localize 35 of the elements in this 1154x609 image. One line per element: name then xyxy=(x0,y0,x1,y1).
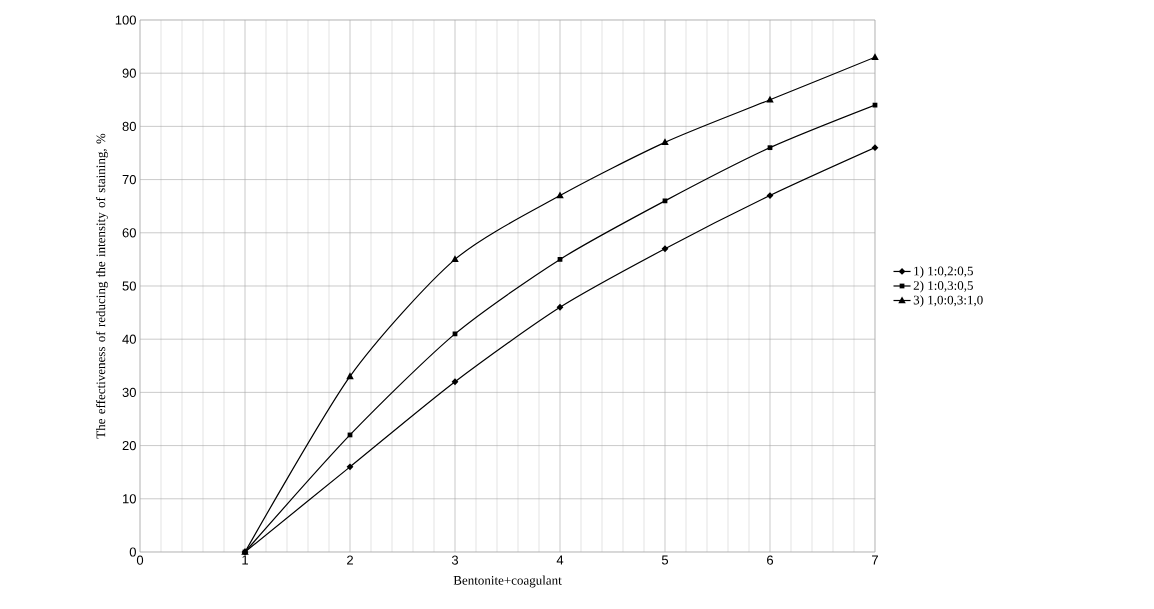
x-tick-label: 5 xyxy=(661,555,669,565)
point xyxy=(556,303,564,311)
point xyxy=(871,144,879,152)
x-axis-title: Bentonite+coagulant xyxy=(453,575,562,588)
point xyxy=(346,372,354,380)
y-tick-label: 90 xyxy=(122,68,136,78)
point xyxy=(556,191,564,199)
x-tick-label: 4 xyxy=(556,555,564,565)
point xyxy=(451,255,459,263)
point xyxy=(766,95,774,103)
y-tick-label: 40 xyxy=(122,334,136,344)
x-tick-label: 7 xyxy=(872,555,878,565)
y-tick-label: 0 xyxy=(129,547,136,557)
legend-label: 1) 1:0,2:0,5 xyxy=(914,266,973,278)
legend-label: 2) 1:0,3:0,5 xyxy=(913,280,973,293)
point xyxy=(871,53,879,60)
x-tick-label: 0 xyxy=(136,555,144,565)
point xyxy=(451,378,459,386)
point xyxy=(346,463,354,471)
point xyxy=(661,245,669,253)
x-tick-label: 2 xyxy=(347,555,353,565)
y-tick-label: 30 xyxy=(122,387,136,397)
y-tick-label: 50 xyxy=(122,281,136,291)
y-tick-label: 70 xyxy=(122,174,136,185)
x-tick-label: 3 xyxy=(451,555,459,565)
legend-label: 3) 1,0:0,3:1,0 xyxy=(913,295,983,308)
y-tick-label: 10 xyxy=(123,494,136,504)
y-tick-label: 20 xyxy=(122,440,136,451)
x-tick-label: 1 xyxy=(242,555,248,565)
x-tick-label: 6 xyxy=(767,555,774,565)
point xyxy=(661,138,669,146)
y-tick-label: 60 xyxy=(122,228,136,238)
y-axis-title: The effectiveness of reducing the intensity of staining, % xyxy=(95,133,108,439)
y-tick-label: 80 xyxy=(122,121,136,131)
y-tick-label: 100 xyxy=(115,15,136,25)
